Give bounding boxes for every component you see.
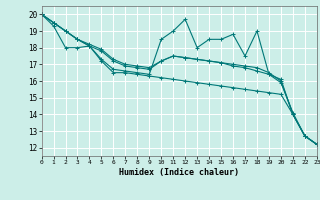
X-axis label: Humidex (Indice chaleur): Humidex (Indice chaleur) <box>119 168 239 177</box>
